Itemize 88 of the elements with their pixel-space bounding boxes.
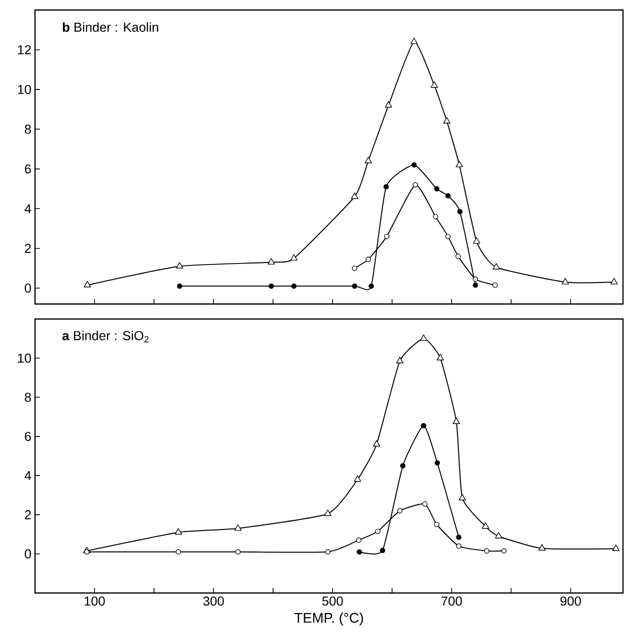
point [458,494,466,500]
point [436,354,444,360]
text: a Binder : SiO$_{2}$ [62,330,149,342]
point [443,117,450,124]
y-tick-label: 6 [24,164,31,174]
point [610,278,618,284]
y-tick-label: 0 [24,284,31,293]
y-tick-label: 6 [24,432,31,442]
y-tick-label: 8 [24,392,31,402]
point [482,522,490,529]
point [268,283,274,289]
point [420,334,428,341]
y-tick-label: 4 [24,204,32,214]
point [472,282,478,288]
point [612,544,620,552]
point [364,156,372,164]
point [356,549,362,555]
point [235,549,241,555]
point [291,283,297,289]
x-tick-label: 700 [441,596,462,606]
point [434,522,440,528]
y-tick-label: 10 [18,354,31,363]
point [434,186,440,192]
point [325,549,330,555]
point [411,162,417,168]
point [356,538,362,543]
point [452,418,460,424]
x-tick-label: 100 [84,596,105,606]
y-tick-label: 8 [24,124,31,134]
point [422,501,428,507]
point [384,101,392,108]
point [538,544,546,551]
x-axis-title: TEMP. (°C) [294,612,363,626]
point [472,237,480,244]
x-tick-label: 900 [560,596,581,606]
y-tick-label: 0 [24,549,31,558]
point [397,508,402,514]
point [445,193,451,198]
point [84,280,91,288]
point [375,528,380,534]
point [484,548,490,554]
point [434,460,440,466]
point [234,524,242,531]
point [268,258,275,265]
point [372,440,380,446]
point [472,276,478,282]
point [350,192,358,199]
point [494,532,502,538]
point [412,182,418,188]
point [430,81,438,88]
point [420,423,426,428]
point [290,254,298,261]
point [432,214,438,220]
point [410,38,418,44]
x-tick-label: 500 [322,596,343,606]
point [352,283,358,289]
point [176,283,182,289]
text: b Binder : Kaolin [62,22,158,32]
point [366,256,371,262]
point [354,475,362,482]
x-tick-label: 300 [203,596,224,606]
point [324,510,332,516]
point [174,528,182,535]
point [456,534,462,540]
point [352,266,358,271]
y-tick-label: 2 [24,244,31,253]
point [492,282,498,288]
point [396,356,404,364]
point [457,208,463,214]
point [368,283,374,289]
point [84,549,90,555]
point [380,548,386,553]
point [456,543,462,549]
point [400,463,406,468]
point [456,254,461,259]
point [501,548,507,554]
point [384,234,390,240]
y-tick-label: 10 [18,84,31,94]
point [492,263,500,270]
point [176,549,182,555]
point [456,160,463,168]
point [445,234,451,240]
point [562,278,569,284]
point [383,184,389,190]
y-tick-label: 12 [18,45,31,54]
point [176,262,184,268]
y-tick-label: 2 [24,510,31,520]
y-tick-label: 4 [24,471,32,480]
